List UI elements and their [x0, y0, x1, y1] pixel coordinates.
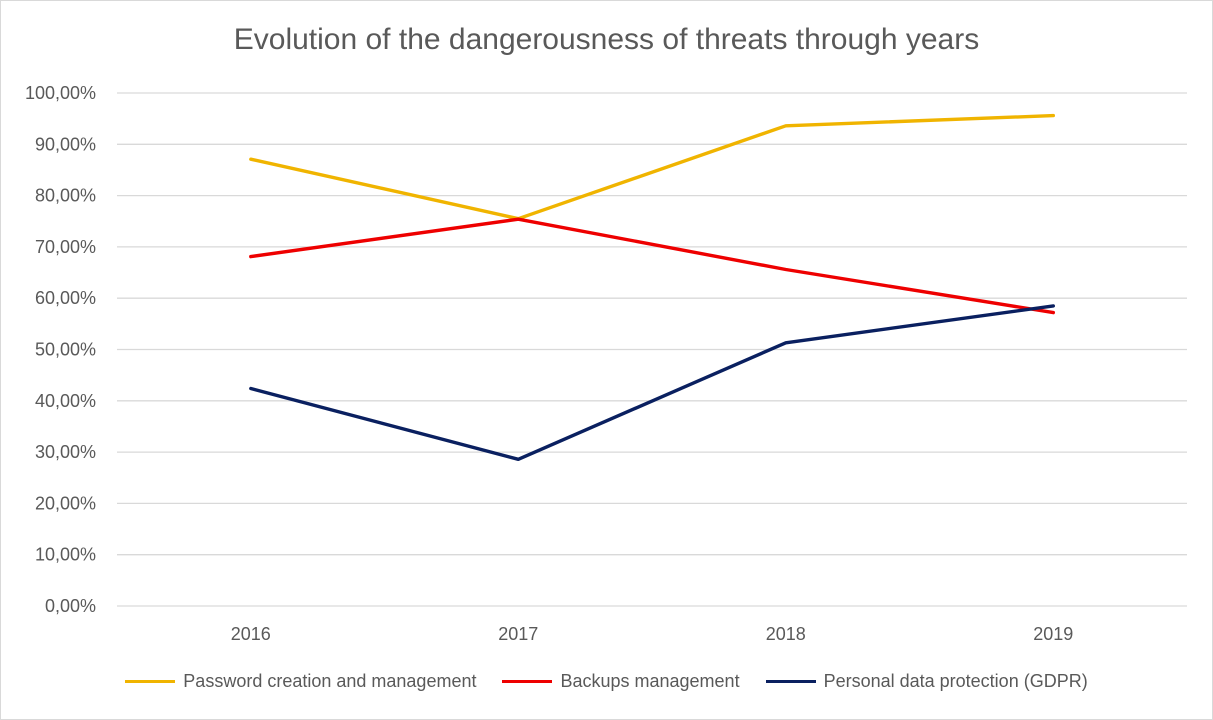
y-tick-label: 10,00% [35, 545, 96, 565]
legend-swatch [765, 680, 816, 683]
y-axis-ticks: 0,00% 10,00% 20,00% 30,00% 40,00% 50,00% 60,00… [25, 83, 96, 616]
legend-label: Password creation and management [183, 671, 477, 691]
y-tick-label: 50,00% [35, 340, 96, 360]
y-tick-label: 80,00% [35, 186, 96, 206]
series-line [249, 304, 1056, 461]
x-tick-label: 2019 [1033, 624, 1073, 644]
x-axis-ticks: 2016 2017 2018 2019 [231, 624, 1074, 644]
y-tick-label: 70,00% [35, 237, 96, 257]
chart-title: Evolution of the dangerousness of threat… [233, 23, 980, 56]
legend-label: Personal data protection (GDPR) [823, 671, 1088, 691]
legend-item: Password creation and management [125, 671, 476, 692]
x-tick-label: 2017 [498, 624, 538, 644]
legend-item: Backups management [502, 671, 740, 692]
y-tick-label: 30,00% [35, 442, 96, 462]
y-tick-label: 20,00% [35, 493, 96, 513]
legend-swatch [125, 680, 176, 683]
legend-item: Personal data protection (GDPR) [765, 671, 1088, 692]
y-tick-label: 60,00% [35, 288, 96, 308]
series-line [249, 217, 1056, 315]
y-tick-label: 90,00% [35, 134, 96, 154]
line-chart: 0,00% 10,00% 20,00% 30,00% 40,00% 50,00% 60,00… [25, 83, 1187, 644]
chart-legend: Password creation and management Backups … [1, 671, 1212, 692]
legend-swatch [502, 680, 553, 683]
x-tick-label: 2018 [766, 624, 806, 644]
legend-label: Backups management [560, 671, 740, 691]
y-tick-label: 0,00% [45, 596, 96, 616]
x-tick-label: 2016 [231, 624, 271, 644]
series-line [249, 113, 1056, 221]
y-tick-label: 100,00% [25, 83, 96, 103]
gridlines [117, 92, 1187, 607]
series-lines [249, 113, 1056, 461]
y-tick-label: 40,00% [35, 391, 96, 411]
